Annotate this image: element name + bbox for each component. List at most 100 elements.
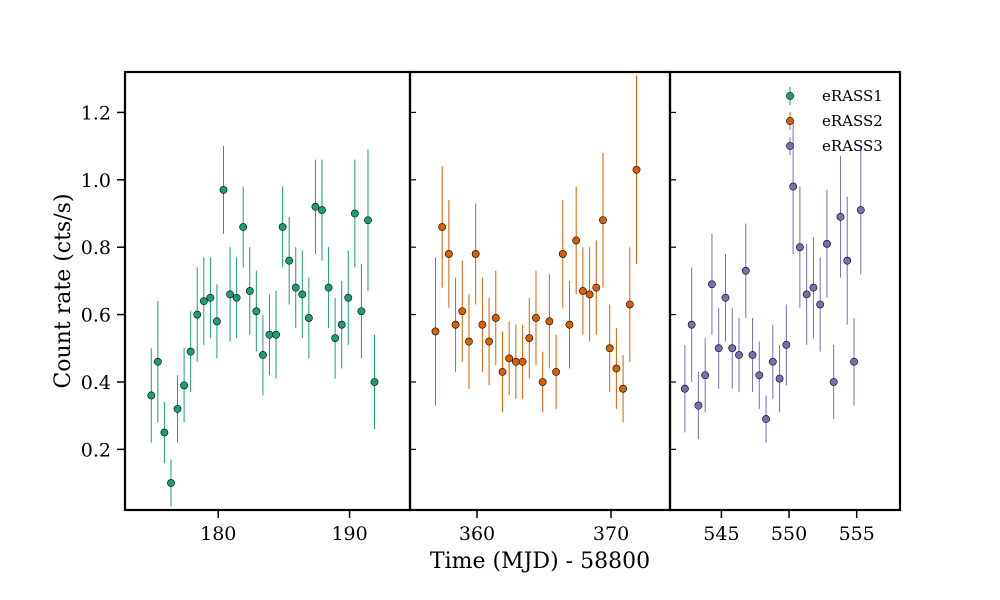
data-point <box>206 293 215 302</box>
panel-2: 360 370 <box>408 70 672 545</box>
data-point <box>599 216 607 225</box>
data-point <box>856 206 865 215</box>
data-point <box>619 384 627 393</box>
x-tick-label: 190 <box>331 523 367 545</box>
data-point <box>748 351 757 359</box>
data-point <box>762 415 770 423</box>
data-point <box>357 307 366 316</box>
data-point <box>278 223 287 231</box>
data-point <box>850 357 858 366</box>
data-point <box>680 384 689 393</box>
data-point <box>552 367 560 376</box>
data-point <box>728 344 737 353</box>
data-point <box>505 354 514 363</box>
panel-frame <box>668 70 902 512</box>
data-point <box>605 344 614 353</box>
data-point <box>232 293 241 302</box>
data-point <box>592 283 601 292</box>
data-point <box>364 216 372 225</box>
data-point <box>324 283 333 292</box>
data-point <box>226 290 234 299</box>
data-point <box>545 317 554 326</box>
data-point <box>431 327 440 336</box>
data-point <box>829 378 838 386</box>
data-point <box>565 320 574 329</box>
legend-label: eRASS2 <box>822 112 883 130</box>
data-point <box>265 330 274 339</box>
data-point <box>471 250 480 258</box>
data-point <box>768 357 777 366</box>
data-point <box>167 479 175 487</box>
legend-item-eRASS3: eRASS3 <box>786 137 883 155</box>
legend-item-eRASS1: eRASS1 <box>786 87 883 105</box>
data-point <box>311 202 320 211</box>
data-point <box>219 186 228 194</box>
data-point <box>153 357 162 366</box>
data-point <box>538 378 547 386</box>
data-point <box>193 310 202 319</box>
y-tick-label: 0.8 <box>81 237 111 259</box>
data-point <box>755 371 764 380</box>
data-point <box>741 266 750 275</box>
data-point <box>239 223 248 231</box>
data-point <box>298 290 307 299</box>
data-point <box>802 290 811 299</box>
data-point <box>532 314 540 322</box>
data-point <box>173 405 182 413</box>
data-point <box>485 337 493 346</box>
data-point <box>160 428 169 437</box>
y-tick-label: 1.2 <box>81 102 111 124</box>
data-point <box>572 236 581 245</box>
panel-1: 180 190 0.2 0.4 0.6 0.8 1.0 1.2 <box>81 70 412 545</box>
data-point <box>180 381 189 390</box>
x-tick-label: 555 <box>839 523 875 545</box>
data-point <box>612 364 621 373</box>
x-tick-label: 180 <box>200 523 236 545</box>
data-point <box>789 182 798 191</box>
data-point <box>350 209 359 218</box>
legend: eRASS1 eRASS2 eRASS3 <box>786 87 883 155</box>
data-point <box>701 371 710 380</box>
legend-label: eRASS3 <box>822 137 883 155</box>
legend-marker <box>786 117 794 125</box>
data-point <box>458 307 467 316</box>
x-tick-label: 370 <box>593 523 629 545</box>
data-point <box>272 330 280 339</box>
data-point <box>714 344 723 353</box>
series-eRASS1 <box>147 146 379 507</box>
y-tick-label: 1.0 <box>81 170 111 192</box>
data-point <box>735 351 743 359</box>
data-point <box>694 401 703 410</box>
y-tick-label: 0.4 <box>81 372 111 394</box>
data-point <box>525 334 534 343</box>
panel-3: 545 550 555 <box>668 70 902 545</box>
data-point <box>331 334 340 343</box>
series-eRASS2 <box>431 75 641 423</box>
data-point <box>518 357 527 366</box>
data-point <box>558 250 567 258</box>
data-point <box>444 250 453 258</box>
data-point <box>318 206 326 215</box>
data-point <box>782 341 791 349</box>
x-tick-label: 550 <box>771 523 807 545</box>
data-point <box>285 256 294 265</box>
data-point <box>775 374 784 383</box>
data-point <box>213 317 221 326</box>
data-point <box>291 283 300 292</box>
x-axis-label: Time (MJD) - 58800 <box>430 549 650 574</box>
data-point <box>186 347 195 356</box>
data-point <box>438 223 447 231</box>
data-point <box>498 367 507 376</box>
data-point <box>632 165 641 174</box>
data-point <box>795 243 804 252</box>
data-point <box>245 287 254 295</box>
x-tick-label: 545 <box>703 523 739 545</box>
y-axis-label: Count rate (cts/s) <box>51 193 76 388</box>
series-eRASS3 <box>680 119 865 443</box>
legend-marker <box>786 142 794 150</box>
data-point <box>478 320 487 329</box>
data-point <box>836 212 845 221</box>
x-tick-label: 360 <box>459 523 495 545</box>
y-tick-label: 0.2 <box>81 439 111 461</box>
legend-item-eRASS2: eRASS2 <box>786 112 883 130</box>
